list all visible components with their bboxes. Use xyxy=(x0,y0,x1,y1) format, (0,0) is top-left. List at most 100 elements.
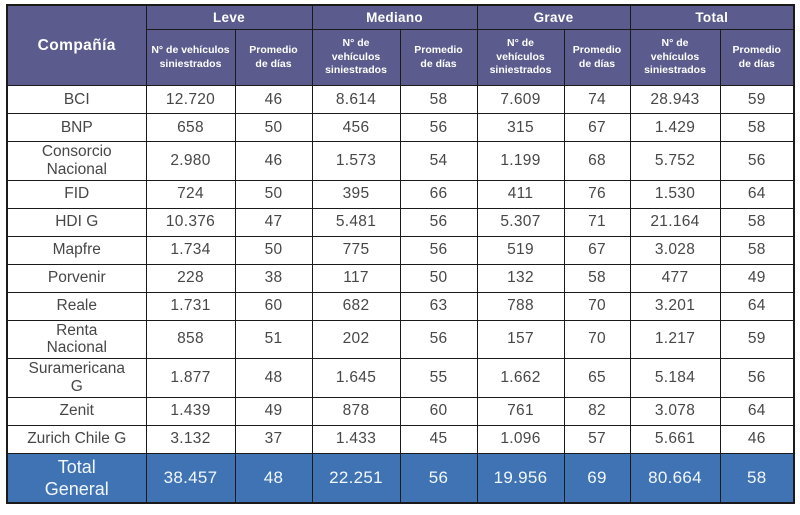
value-cell: 117 xyxy=(311,263,401,293)
value-cell: 59 xyxy=(719,85,795,114)
value-cell: 50 xyxy=(399,263,478,293)
value-cell: 3.201 xyxy=(629,291,721,321)
value-cell: 70 xyxy=(563,291,631,321)
table-row: Porvenir 228 38 117 50 132 58 477 49 xyxy=(6,263,795,293)
value-cell: 65 xyxy=(563,358,631,398)
value-cell: 858 xyxy=(145,319,236,360)
total-cell: 56 xyxy=(399,452,478,504)
value-cell: 1.530 xyxy=(629,179,721,209)
table-row: Renta Nacional 858 51 202 56 157 70 1.217 59 xyxy=(6,319,795,360)
value-cell: 28.943 xyxy=(629,85,721,114)
value-cell: 5.481 xyxy=(311,207,401,237)
group-header-grave: Grave xyxy=(476,4,631,30)
value-cell: 878 xyxy=(311,396,401,426)
table-footer: Total General 38.457 48 22.251 56 19.956… xyxy=(6,452,795,504)
value-cell: 3.078 xyxy=(629,396,721,426)
value-cell: 58 xyxy=(719,235,795,265)
value-cell: 1.429 xyxy=(629,113,721,142)
table-row: Zenit 1.439 49 878 60 761 82 3.078 64 xyxy=(6,396,795,426)
value-cell: 7.609 xyxy=(476,85,565,114)
total-cell: 80.664 xyxy=(629,452,721,504)
value-cell: 46 xyxy=(234,141,313,181)
grave-days-header: Promedio de días xyxy=(563,29,631,86)
value-cell: 10.376 xyxy=(145,207,236,237)
value-cell: 48 xyxy=(234,358,313,398)
table-row: Reale 1.731 60 682 63 788 70 3.201 64 xyxy=(6,291,795,321)
leve-days-header: Promedio de días xyxy=(234,29,313,86)
group-header-total: Total xyxy=(629,4,795,30)
value-cell: 1.573 xyxy=(311,141,401,181)
value-cell: 12.720 xyxy=(145,85,236,114)
value-cell: 64 xyxy=(719,179,795,209)
value-cell: 761 xyxy=(476,396,565,426)
value-cell: 58 xyxy=(399,85,478,114)
total-cell: 38.457 xyxy=(145,452,236,504)
value-cell: 56 xyxy=(719,141,795,181)
value-cell: 49 xyxy=(719,263,795,293)
company-cell: Reale xyxy=(6,291,147,321)
company-column-header: Compañía xyxy=(6,4,147,86)
total-vehicles-header: N° de vehículos siniestrados xyxy=(629,29,721,86)
table-body: BCI 12.720 46 8.614 58 7.609 74 28.943 59 BNP 658 5… xyxy=(6,85,795,454)
value-cell: 788 xyxy=(476,291,565,321)
value-cell: 658 xyxy=(145,113,236,142)
value-cell: 56 xyxy=(399,113,478,142)
value-cell: 3.028 xyxy=(629,235,721,265)
value-cell: 411 xyxy=(476,179,565,209)
value-cell: 1.199 xyxy=(476,141,565,181)
value-cell: 76 xyxy=(563,179,631,209)
value-cell: 58 xyxy=(563,263,631,293)
group-header-row: Compañía Leve Mediano Grave Total xyxy=(6,4,795,86)
sub-header-row: N° de vehículos siniestrados Promedio de… xyxy=(7,29,795,86)
value-cell: 46 xyxy=(234,85,313,114)
value-cell: 63 xyxy=(399,291,478,321)
company-cell: Porvenir xyxy=(6,263,147,293)
value-cell: 202 xyxy=(311,319,401,360)
company-cell: BNP xyxy=(6,113,147,142)
value-cell: 71 xyxy=(563,207,631,237)
value-cell: 1.731 xyxy=(145,291,236,321)
value-cell: 60 xyxy=(399,396,478,426)
value-cell: 5.184 xyxy=(629,358,721,398)
value-cell: 1.734 xyxy=(145,235,236,265)
value-cell: 50 xyxy=(234,113,313,142)
company-cell: HDI G xyxy=(6,207,147,237)
value-cell: 54 xyxy=(399,141,478,181)
group-header-leve: Leve xyxy=(145,4,313,30)
value-cell: 70 xyxy=(563,319,631,360)
value-cell: 74 xyxy=(563,85,631,114)
value-cell: 5.307 xyxy=(476,207,565,237)
total-cell: 19.956 xyxy=(476,452,565,504)
value-cell: 51 xyxy=(234,319,313,360)
value-cell: 47 xyxy=(234,207,313,237)
value-cell: 66 xyxy=(399,179,478,209)
value-cell: 456 xyxy=(311,113,401,142)
table-row: BNP 658 50 456 56 315 67 1.429 58 xyxy=(6,113,795,142)
company-cell: Zurich Chile G xyxy=(6,424,147,454)
value-cell: 5.752 xyxy=(629,141,721,181)
table-row: BCI 12.720 46 8.614 58 7.609 74 28.943 59 xyxy=(6,85,795,114)
value-cell: 1.439 xyxy=(145,396,236,426)
value-cell: 49 xyxy=(234,396,313,426)
value-cell: 8.614 xyxy=(311,85,401,114)
table-row: FID 724 50 395 66 411 76 1.530 64 xyxy=(6,179,795,209)
company-cell: Zenit xyxy=(6,396,147,426)
table-header: Compañía Leve Mediano Grave Total N° de … xyxy=(6,4,795,86)
total-general-label: Total General xyxy=(6,452,147,504)
value-cell: 1.217 xyxy=(629,319,721,360)
value-cell: 68 xyxy=(563,141,631,181)
value-cell: 1.877 xyxy=(145,358,236,398)
group-header-mediano: Mediano xyxy=(311,4,478,30)
value-cell: 1.096 xyxy=(476,424,565,454)
value-cell: 45 xyxy=(399,424,478,454)
value-cell: 58 xyxy=(719,207,795,237)
value-cell: 315 xyxy=(476,113,565,142)
company-cell: Suramericana G xyxy=(6,358,147,398)
value-cell: 50 xyxy=(234,179,313,209)
total-days-header: Promedio de días xyxy=(719,29,795,86)
company-cell: Renta Nacional xyxy=(6,319,147,360)
value-cell: 59 xyxy=(719,319,795,360)
company-cell: BCI xyxy=(6,85,147,114)
mediano-days-header: Promedio de días xyxy=(399,29,478,86)
value-cell: 228 xyxy=(145,263,236,293)
